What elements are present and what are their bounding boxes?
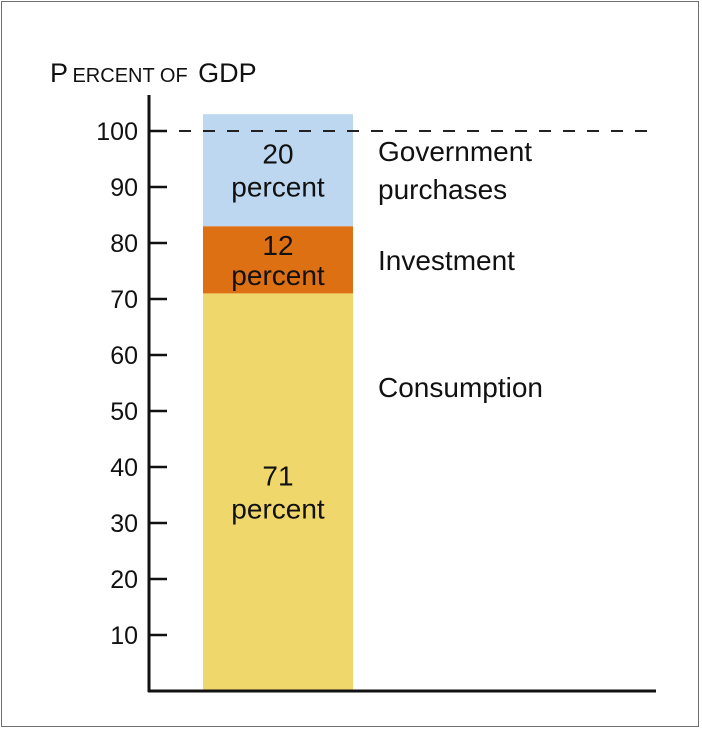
y-tick-label-80: 80 bbox=[110, 230, 138, 258]
y-axis-title: P ERCENT OF GDP bbox=[50, 58, 257, 88]
y-tick-label-40: 40 bbox=[110, 454, 138, 482]
side-label-consumption-line-1: Consumption bbox=[378, 372, 543, 403]
bar-segment-government-purchases bbox=[203, 114, 353, 227]
y-tick-label-20: 20 bbox=[110, 566, 138, 594]
segment-label-investment-line-2: percent bbox=[231, 260, 325, 291]
y-tick-label-70: 70 bbox=[110, 286, 138, 314]
side-label-government-purchases-line-2: purchases bbox=[378, 174, 507, 205]
y-tick-label-50: 50 bbox=[110, 398, 138, 426]
segment-label-consumption-line-2: percent bbox=[231, 494, 325, 525]
y-tick-label-90: 90 bbox=[110, 174, 138, 202]
y-tick-label-10: 10 bbox=[110, 622, 138, 650]
side-label-investment-line-1: Investment bbox=[378, 245, 515, 276]
y-tick-label-30: 30 bbox=[110, 510, 138, 538]
segment-label-government-purchases-line-1: 20 bbox=[262, 139, 293, 170]
segment-label-consumption-line-1: 71 bbox=[262, 461, 293, 492]
y-tick-label-100: 100 bbox=[96, 118, 138, 146]
plot-area: 10203040506070809010071percentConsumptio… bbox=[96, 95, 656, 693]
side-label-government-purchases-line-1: Government bbox=[378, 136, 532, 167]
bar-segment-investment bbox=[203, 226, 353, 294]
segment-label-investment-line-1: 12 bbox=[262, 230, 293, 261]
segment-label-government-purchases-line-2: percent bbox=[231, 172, 325, 203]
y-tick-label-60: 60 bbox=[110, 342, 138, 370]
bar-segment-consumption bbox=[203, 293, 353, 691]
